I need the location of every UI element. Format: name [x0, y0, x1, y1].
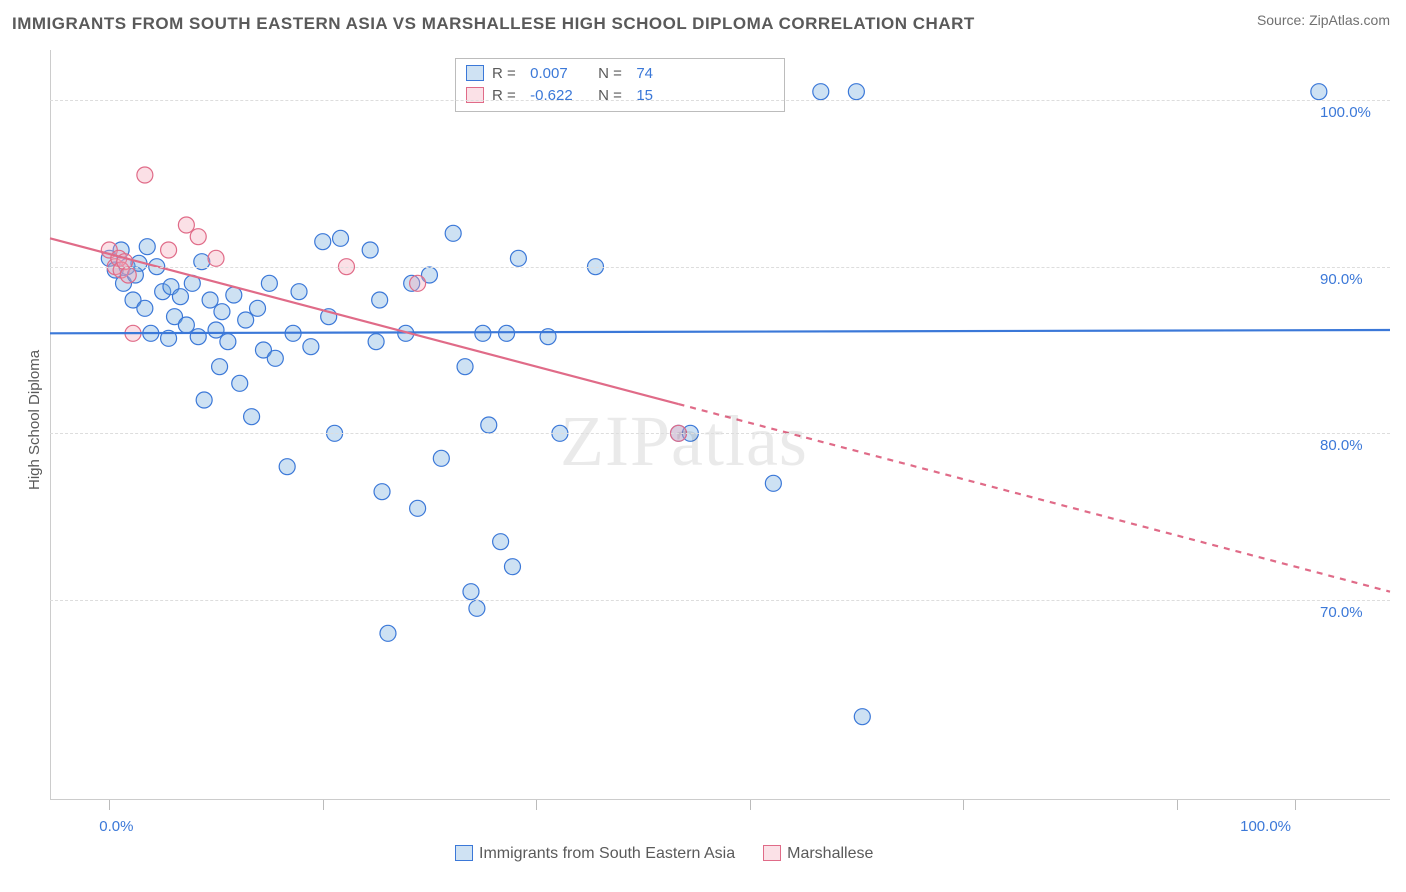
data-point	[380, 625, 396, 641]
data-point	[178, 217, 194, 233]
legend-series-label: Immigrants from South Eastern Asia	[479, 845, 735, 862]
x-tick	[1295, 800, 1296, 810]
data-point	[504, 559, 520, 575]
series-legend: Immigrants from South Eastern Asia Marsha…	[455, 845, 901, 863]
regression-line	[50, 330, 1390, 333]
legend-row: R = -0.622N = 15	[466, 85, 774, 107]
y-tick-label: 80.0%	[1320, 437, 1363, 454]
data-point	[854, 709, 870, 725]
x-tick	[536, 800, 537, 810]
x-tick	[323, 800, 324, 810]
legend-item: Marshallese	[763, 845, 873, 862]
x-tick-label: 0.0%	[99, 818, 133, 835]
y-tick-label: 100.0%	[1320, 104, 1371, 121]
data-point	[493, 534, 509, 550]
data-point	[190, 329, 206, 345]
legend-r-label: R =	[492, 85, 526, 107]
regression-line	[678, 404, 1390, 592]
data-point	[208, 322, 224, 338]
data-point	[463, 584, 479, 600]
data-point	[137, 300, 153, 316]
data-point	[410, 500, 426, 516]
legend-r-value: -0.622	[530, 85, 598, 107]
data-point	[374, 484, 390, 500]
data-point	[261, 275, 277, 291]
legend-swatch	[455, 845, 473, 861]
data-point	[469, 600, 485, 616]
regression-line	[50, 238, 678, 404]
data-point	[457, 359, 473, 375]
x-tick-label: 100.0%	[1240, 818, 1291, 835]
data-point	[481, 417, 497, 433]
data-point	[267, 350, 283, 366]
y-tick-label: 90.0%	[1320, 271, 1363, 288]
legend-n-value: 15	[636, 85, 653, 107]
x-tick	[109, 800, 110, 810]
data-point	[238, 312, 254, 328]
data-point	[172, 289, 188, 305]
data-point	[315, 234, 331, 250]
legend-series-label: Marshallese	[787, 845, 873, 862]
data-point	[220, 334, 236, 350]
x-tick	[750, 800, 751, 810]
data-point	[250, 300, 266, 316]
data-point	[765, 475, 781, 491]
data-point	[190, 229, 206, 245]
data-point	[362, 242, 378, 258]
legend-swatch	[466, 65, 484, 81]
data-point	[212, 359, 228, 375]
data-point	[161, 242, 177, 258]
legend-item: Immigrants from South Eastern Asia	[455, 845, 735, 862]
data-point	[232, 375, 248, 391]
gridline	[50, 267, 1390, 268]
data-point	[372, 292, 388, 308]
data-point	[368, 334, 384, 350]
data-point	[279, 459, 295, 475]
x-tick	[1177, 800, 1178, 810]
legend-n-value: 74	[636, 63, 653, 85]
data-point	[303, 339, 319, 355]
data-point	[139, 239, 155, 255]
y-tick-label: 70.0%	[1320, 604, 1363, 621]
gridline	[50, 600, 1390, 601]
data-point	[499, 325, 515, 341]
data-point	[291, 284, 307, 300]
legend-swatch	[763, 845, 781, 861]
data-point	[333, 230, 349, 246]
data-point	[178, 317, 194, 333]
data-point	[510, 250, 526, 266]
data-point	[196, 392, 212, 408]
correlation-legend: R = 0.007N = 74R = -0.622N = 15	[455, 58, 785, 112]
data-point	[813, 84, 829, 100]
data-point	[1311, 84, 1327, 100]
data-point	[433, 450, 449, 466]
legend-row: R = 0.007N = 74	[466, 63, 774, 85]
data-point	[202, 292, 218, 308]
x-tick	[963, 800, 964, 810]
chart-svg	[0, 0, 1406, 892]
legend-r-label: R =	[492, 63, 526, 85]
gridline	[50, 433, 1390, 434]
data-point	[137, 167, 153, 183]
legend-n-label: N =	[598, 63, 632, 85]
legend-r-value: 0.007	[530, 63, 598, 85]
data-point	[120, 267, 136, 283]
gridline	[50, 100, 1390, 101]
data-point	[848, 84, 864, 100]
data-point	[214, 304, 230, 320]
data-point	[410, 275, 426, 291]
data-point	[244, 409, 260, 425]
legend-n-label: N =	[598, 85, 632, 107]
data-point	[445, 225, 461, 241]
data-point	[208, 250, 224, 266]
